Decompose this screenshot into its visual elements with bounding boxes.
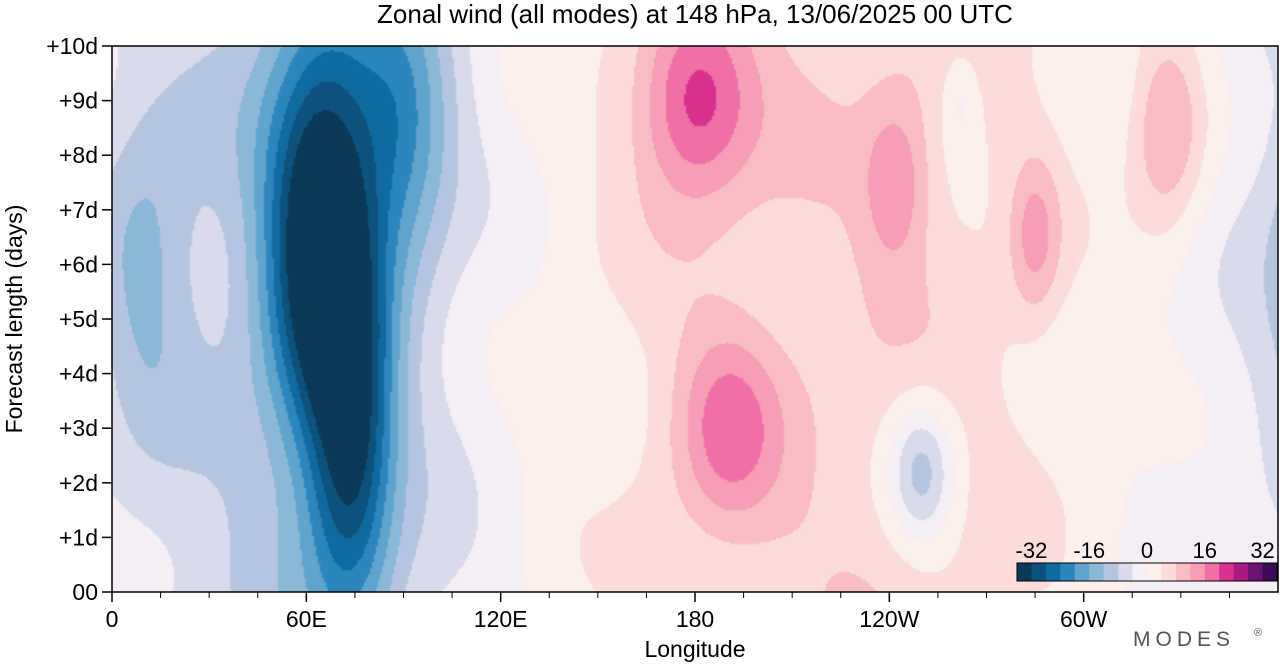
modes-logo: MODES ® <box>1133 627 1262 651</box>
colorbar-swatch <box>1060 563 1076 581</box>
x-tick-label: 60E <box>286 606 327 632</box>
y-tick-label: +8d <box>59 142 98 168</box>
y-tick-label: +9d <box>59 88 98 114</box>
colorbar-swatch <box>1103 563 1119 581</box>
y-tick-label: +10d <box>46 33 98 59</box>
x-tick-label: 0 <box>106 606 119 632</box>
y-tick-label: +2d <box>59 470 98 496</box>
colorbar-label: -32 <box>1016 538 1048 563</box>
heatmap-field <box>112 46 1278 592</box>
colorbar-swatch <box>1204 563 1220 581</box>
colorbar-swatch <box>1161 563 1177 581</box>
y-axis-label: Forecast length (days) <box>1 205 27 434</box>
heatmap-image <box>112 46 1278 592</box>
x-tick-label: 60W <box>1060 606 1108 632</box>
colorbar-swatch <box>1089 563 1105 581</box>
colorbar: -32 -16 0 16 32 <box>1016 538 1278 582</box>
x-axis: 0 60E 120E 180 120W 60W <box>106 592 1230 632</box>
logo-text: MODES <box>1133 628 1235 651</box>
x-tick-label: 120W <box>859 606 919 632</box>
chart-title: Zonal wind (all modes) at 148 hPa, 13/06… <box>377 0 1013 29</box>
y-tick-label: +1d <box>59 524 98 550</box>
colorbar-swatch <box>1175 563 1191 581</box>
colorbar-swatch <box>1031 563 1047 581</box>
x-tick-label: 120E <box>474 606 528 632</box>
y-tick-label: +7d <box>59 197 98 223</box>
y-tick-label: 00 <box>72 579 98 605</box>
colorbar-label: 16 <box>1193 538 1217 563</box>
colorbar-label: -16 <box>1073 538 1105 563</box>
colorbar-swatch <box>1045 563 1061 581</box>
colorbar-swatch <box>1147 563 1162 581</box>
colorbar-label: 0 <box>1141 538 1153 563</box>
colorbar-swatch <box>1074 563 1090 581</box>
colorbar-swatch <box>1017 563 1032 581</box>
colorbar-swatch <box>1262 563 1278 581</box>
x-axis-label: Longitude <box>644 636 745 662</box>
colorbar-swatch <box>1190 563 1206 581</box>
colorbar-swatch <box>1132 563 1148 581</box>
y-tick-label: +4d <box>59 361 98 387</box>
colorbar-frame <box>1016 562 1278 582</box>
colorbar-label: 32 <box>1250 538 1274 563</box>
x-tick-label: 180 <box>676 606 714 632</box>
colorbar-swatch <box>1233 563 1249 581</box>
colorbar-swatch <box>1248 563 1263 581</box>
colorbar-swatch <box>1219 563 1235 581</box>
y-axis: 00 +1d +2d +3d +4d +5d +6d +7d +8d +9d +10d <box>46 33 112 605</box>
y-tick-label: +5d <box>59 306 98 332</box>
y-tick-label: +3d <box>59 415 98 441</box>
logo-registered-mark: ® <box>1254 627 1262 639</box>
y-tick-label: +6d <box>59 251 98 277</box>
colorbar-swatch <box>1118 563 1133 581</box>
